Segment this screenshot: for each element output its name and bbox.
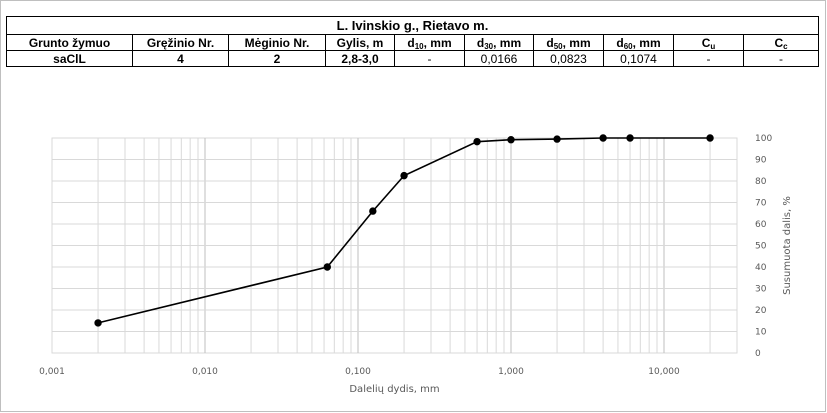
x-tick-label: 0,100 bbox=[345, 367, 371, 377]
column-header-text: C bbox=[774, 35, 784, 50]
y-tick-label: 20 bbox=[755, 306, 767, 316]
column-header: d50, mm bbox=[533, 34, 604, 51]
y-axis-label: Susumuota dalis, % bbox=[782, 196, 793, 295]
y-tick-label: 90 bbox=[755, 156, 767, 166]
data-point bbox=[400, 171, 408, 180]
column-header-unit: , mm bbox=[562, 35, 591, 50]
column-header-text: Gylis, m bbox=[336, 35, 384, 50]
data-point bbox=[507, 136, 515, 144]
column-header-subscript: 10 bbox=[414, 41, 424, 51]
column-header-text: d bbox=[407, 35, 415, 50]
y-tick-label: 100 bbox=[755, 134, 772, 144]
column-header-text: d bbox=[616, 35, 624, 50]
column-header-subscript: 30 bbox=[484, 41, 494, 51]
column-header-subscript: 50 bbox=[553, 41, 563, 51]
data-point bbox=[553, 135, 561, 143]
column-header: Grunto žymuo bbox=[6, 34, 133, 51]
data-point bbox=[323, 263, 331, 271]
table-cell: 2,8-3,0 bbox=[325, 50, 395, 67]
y-tick-label: 60 bbox=[755, 220, 767, 230]
column-header-text: Mėginio Nr. bbox=[244, 35, 310, 50]
y-tick-label: 70 bbox=[755, 199, 767, 209]
table-cell: - bbox=[743, 50, 819, 67]
table-cell: 0,0166 bbox=[464, 50, 534, 67]
column-header-subscript: 60 bbox=[623, 41, 633, 51]
table-cell: 0,0823 bbox=[533, 50, 604, 67]
column-header: d60, mm bbox=[603, 34, 674, 51]
table-cell: 0,1074 bbox=[603, 50, 674, 67]
y-tick-label: 40 bbox=[755, 263, 767, 273]
column-header-subscript: u bbox=[710, 41, 716, 51]
x-tick-label: 10,000 bbox=[648, 367, 680, 377]
x-tick-label: 0,010 bbox=[192, 367, 218, 377]
column-header-unit: , mm bbox=[423, 35, 452, 50]
column-header-subscript: c bbox=[783, 41, 788, 51]
y-tick-label: 30 bbox=[755, 285, 767, 295]
data-point bbox=[706, 134, 714, 142]
data-point bbox=[369, 207, 377, 215]
table-row: saClL 4 2 2,8-3,0-0,0166 0,0823 0,1074- - bbox=[6, 50, 819, 67]
column-header-text: Gręžinio Nr. bbox=[146, 35, 215, 50]
table-cell: saClL bbox=[6, 50, 133, 67]
column-header-unit: , mm bbox=[493, 35, 522, 50]
table-cell: 4 bbox=[132, 50, 229, 67]
x-tick-label: 1,000 bbox=[498, 367, 524, 377]
column-header-text: d bbox=[546, 35, 554, 50]
y-tick-label: 50 bbox=[755, 242, 767, 252]
x-axis-label: Dalelių dydis, mm bbox=[349, 384, 439, 395]
column-header: Gylis, m bbox=[325, 34, 395, 51]
data-point bbox=[94, 319, 102, 327]
sample-info-table: L. Ivinskio g., Rietavo m. Grunto žymuo G… bbox=[6, 16, 819, 67]
data-point bbox=[626, 134, 634, 142]
column-header: d10, mm bbox=[394, 34, 465, 51]
y-tick-label: 10 bbox=[755, 328, 767, 338]
table-header-row: Grunto žymuo Gręžinio Nr. Mėginio Nr. Gylis… bbox=[6, 34, 819, 51]
column-header-text: C bbox=[701, 35, 711, 50]
column-header-unit: , mm bbox=[632, 35, 661, 50]
column-header-text: Grunto žymuo bbox=[28, 35, 111, 50]
y-tick-label: 80 bbox=[755, 177, 767, 187]
x-tick-label: 0,001 bbox=[39, 367, 65, 377]
data-point bbox=[599, 134, 607, 142]
series-line bbox=[97, 137, 711, 324]
data-point bbox=[473, 137, 481, 146]
column-header-text: d bbox=[476, 35, 485, 50]
y-tick-label: 0 bbox=[755, 349, 761, 359]
